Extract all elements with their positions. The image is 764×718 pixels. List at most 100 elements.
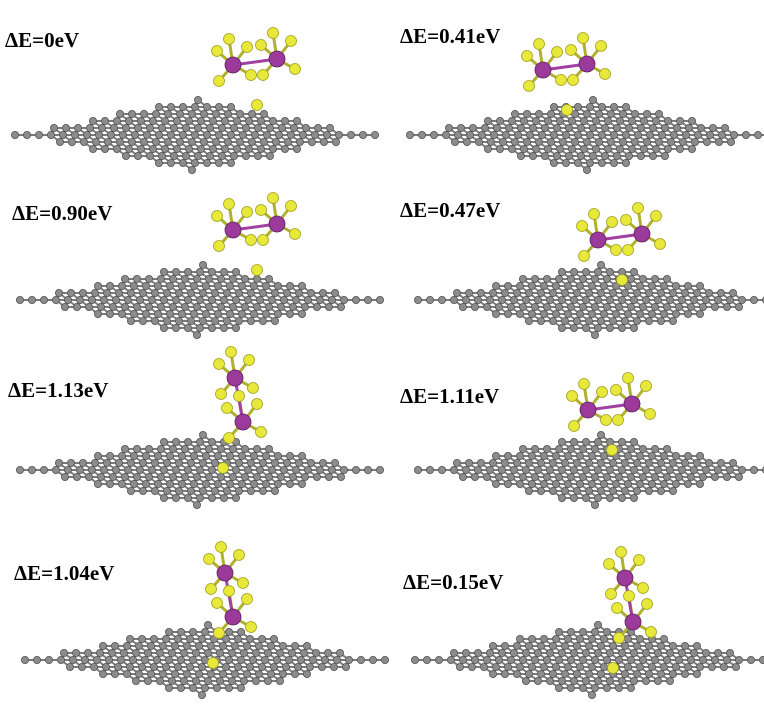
carbon-atom — [331, 289, 338, 296]
carbon-atom — [148, 466, 155, 473]
carbon-atom — [247, 317, 254, 324]
carbon-atom — [160, 268, 167, 275]
carbon-atom — [642, 296, 649, 303]
sulfur-atom — [556, 75, 567, 86]
carbon-atom — [601, 124, 608, 131]
carbon-atom — [206, 124, 213, 131]
carbon-atom — [265, 303, 272, 310]
carbon-atom — [226, 480, 233, 487]
carbon-atom — [166, 480, 173, 487]
carbon-atom — [609, 487, 616, 494]
carbon-atom — [184, 466, 191, 473]
carbon-atom — [474, 466, 481, 473]
carbon-atom — [181, 473, 188, 480]
carbon-atom — [196, 494, 203, 501]
carbon-atom — [489, 670, 496, 677]
sulfur-atom — [607, 445, 618, 456]
carbon-atom — [174, 663, 181, 670]
carbon-atom — [227, 159, 234, 166]
carbon-atom — [256, 466, 263, 473]
carbon-atom — [130, 282, 137, 289]
carbon-atom — [661, 124, 668, 131]
carbon-atom — [631, 110, 638, 117]
carbon-atom — [184, 324, 191, 331]
carbon-atom — [195, 642, 202, 649]
carbon-atom — [585, 317, 592, 324]
carbon-atom — [711, 473, 718, 480]
carbon-atom — [649, 152, 656, 159]
carbon-atom — [299, 131, 306, 138]
carbon-atom — [162, 663, 169, 670]
carbon-atom — [264, 677, 271, 684]
carbon-atom — [591, 684, 598, 691]
carbon-atom — [306, 663, 313, 670]
carbon-atom — [115, 459, 122, 466]
carbon-atom — [216, 677, 223, 684]
carbon-atom — [197, 145, 204, 152]
carbon-atom — [35, 131, 42, 138]
carbon-atom — [570, 268, 577, 275]
carbon-atom — [284, 138, 291, 145]
carbon-atom — [610, 131, 617, 138]
carbon-atom — [556, 117, 563, 124]
carbon-atom — [672, 282, 679, 289]
carbon-atom — [190, 452, 197, 459]
carbon-atom — [459, 303, 466, 310]
carbon-atom — [238, 480, 245, 487]
carbon-atom — [256, 296, 263, 303]
carbon-atom — [604, 145, 611, 152]
carbon-atom — [471, 656, 478, 663]
carbon-atom — [574, 159, 581, 166]
carbon-atom — [423, 656, 430, 663]
carbon-atom — [145, 303, 152, 310]
carbon-atom — [597, 261, 604, 268]
carbon-atom — [104, 138, 111, 145]
carbon-atom — [108, 649, 115, 656]
carbon-atom — [648, 452, 655, 459]
sulfur-atom — [212, 46, 223, 57]
carbon-atom — [118, 310, 125, 317]
carbon-atom — [591, 445, 598, 452]
carbon-atom — [598, 103, 605, 110]
metal-atom — [225, 57, 241, 73]
energy-label: ΔE=0.15eV — [403, 570, 503, 594]
sulfur-atom — [234, 391, 245, 402]
carbon-atom — [669, 317, 676, 324]
carbon-atom — [576, 480, 583, 487]
carbon-atom — [442, 131, 449, 138]
carbon-atom — [121, 303, 128, 310]
sulfur-atom — [286, 201, 297, 212]
carbon-atom — [292, 296, 299, 303]
figure: ΔE=0eV ΔE=0.41eV ΔE=0.90eV ΔE=0.47eV ΔE=… — [0, 0, 764, 718]
carbon-atom — [688, 117, 695, 124]
carbon-atom — [95, 131, 102, 138]
carbon-atom — [654, 466, 661, 473]
carbon-atom — [508, 145, 515, 152]
carbon-atom — [573, 317, 580, 324]
carbon-atom — [211, 289, 218, 296]
carbon-atom — [501, 642, 508, 649]
carbon-atom — [567, 656, 574, 663]
carbon-atom — [246, 663, 253, 670]
carbon-atom — [105, 656, 112, 663]
carbon-atom — [111, 642, 118, 649]
carbon-atom — [549, 289, 556, 296]
carbon-atom — [174, 635, 181, 642]
carbon-atom — [152, 138, 159, 145]
sulfur-atom — [286, 36, 297, 47]
carbon-atom — [309, 656, 316, 663]
carbon-atom — [573, 289, 580, 296]
carbon-atom — [71, 131, 78, 138]
carbon-atom — [471, 303, 478, 310]
carbon-atom — [303, 670, 310, 677]
carbon-atom — [115, 289, 122, 296]
background — [0, 0, 764, 718]
carbon-atom — [337, 303, 344, 310]
carbon-atom — [131, 131, 138, 138]
carbon-atom — [192, 649, 199, 656]
carbon-atom — [165, 628, 172, 635]
sulfur-atom — [596, 41, 607, 52]
carbon-atom — [238, 282, 245, 289]
carbon-atom — [645, 487, 652, 494]
carbon-atom — [302, 124, 309, 131]
